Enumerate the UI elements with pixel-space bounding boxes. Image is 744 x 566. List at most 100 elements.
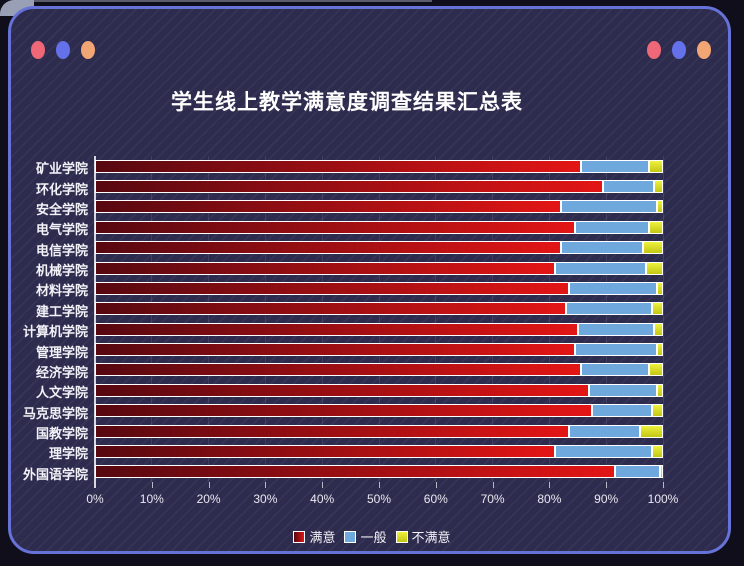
window-dot-0[interactable] bbox=[647, 41, 661, 59]
bar-row bbox=[95, 200, 663, 214]
window-dot-0[interactable] bbox=[31, 41, 45, 59]
bar-segment-satisfied bbox=[95, 281, 570, 295]
bar-segment-dissatisfied bbox=[660, 465, 663, 479]
bar-segment-dissatisfied bbox=[643, 241, 663, 255]
app-window bbox=[8, 6, 731, 554]
bar-segment-neutral bbox=[566, 302, 652, 316]
bar-row bbox=[95, 383, 663, 397]
category-label: 电气学院 bbox=[35, 222, 88, 238]
grid-line bbox=[492, 156, 494, 482]
legend-label: 不满意 bbox=[411, 530, 451, 545]
legend-swatch-satisfied bbox=[293, 530, 306, 543]
bar-segment-neutral bbox=[580, 363, 649, 377]
bar-row bbox=[95, 465, 663, 479]
grid-line bbox=[321, 156, 323, 482]
y-axis-line bbox=[94, 156, 96, 488]
category-label: 计算机学院 bbox=[22, 324, 88, 340]
x-tick-label: 80% bbox=[537, 492, 562, 506]
category-label: 电信学院 bbox=[35, 242, 88, 258]
bar-segment-dissatisfied bbox=[648, 220, 663, 234]
category-label: 材料学院 bbox=[35, 283, 88, 299]
bar-row bbox=[95, 363, 663, 377]
x-axis-tick bbox=[549, 482, 551, 488]
x-tick-label: 40% bbox=[310, 492, 335, 506]
window-dot-1[interactable] bbox=[672, 41, 686, 59]
bar-segment-dissatisfied bbox=[645, 261, 663, 275]
category-label: 环化学院 bbox=[35, 181, 88, 197]
bar-row bbox=[95, 261, 663, 275]
x-tick-label: 50% bbox=[366, 492, 392, 506]
legend-swatch-dissatisfied bbox=[395, 530, 408, 543]
bar-segment-dissatisfied bbox=[657, 200, 663, 214]
window-dot-2[interactable] bbox=[81, 41, 95, 59]
grid-line bbox=[264, 156, 266, 482]
chart-legend: 满意 一般 不满意 bbox=[0, 527, 744, 546]
x-tick-label: 100% bbox=[647, 492, 679, 506]
chart-title: 学生线上教学满意度调查结果汇总表 bbox=[171, 91, 523, 114]
bar-segment-dissatisfied bbox=[654, 322, 663, 336]
x-tick-label: 70% bbox=[480, 492, 505, 506]
category-label: 机械学院 bbox=[35, 263, 88, 279]
grid-line bbox=[435, 156, 437, 482]
bar-segment-neutral bbox=[574, 343, 658, 357]
bar-segment-neutral bbox=[569, 424, 641, 438]
bar-segment-neutral bbox=[603, 180, 655, 194]
bar-segment-dissatisfied bbox=[657, 281, 663, 295]
legend-swatch-neutral bbox=[344, 530, 357, 543]
bar-segment-satisfied bbox=[95, 220, 575, 234]
legend-label: 一般 bbox=[360, 530, 387, 545]
bar-segment-neutral bbox=[577, 322, 655, 336]
bar-segment-satisfied bbox=[95, 200, 561, 214]
x-tick-label: 20% bbox=[196, 492, 221, 506]
bar-row bbox=[95, 444, 663, 458]
grid-line bbox=[151, 156, 153, 482]
bar-row bbox=[95, 159, 663, 173]
legend-item-dissatisfied: 不满意 bbox=[395, 527, 451, 546]
bar-segment-satisfied bbox=[95, 465, 615, 479]
category-label: 矿业学院 bbox=[35, 161, 88, 177]
bar-row bbox=[95, 180, 663, 194]
x-tick-label: 0% bbox=[86, 492, 104, 506]
bar-segment-dissatisfied bbox=[640, 424, 663, 438]
bar-segment-satisfied bbox=[95, 180, 604, 194]
category-label: 国教学院 bbox=[35, 426, 88, 442]
window-dot-1[interactable] bbox=[56, 41, 70, 59]
bar-segment-satisfied bbox=[95, 159, 581, 173]
x-axis-tick bbox=[435, 482, 437, 488]
bar-segment-neutral bbox=[555, 444, 652, 458]
grid-line bbox=[605, 156, 607, 482]
legend-item-satisfied: 满意 bbox=[293, 527, 335, 546]
bar-segment-satisfied bbox=[95, 363, 581, 377]
x-axis-tick bbox=[208, 482, 210, 488]
bar-row bbox=[95, 220, 663, 234]
bar-segment-satisfied bbox=[95, 261, 556, 275]
bar-segment-dissatisfied bbox=[648, 159, 663, 173]
bar-segment-satisfied bbox=[95, 322, 578, 336]
bar-segment-neutral bbox=[555, 261, 646, 275]
x-axis-tick bbox=[322, 482, 324, 488]
bar-segment-neutral bbox=[560, 200, 658, 214]
x-axis-tick bbox=[151, 482, 153, 488]
legend-label: 满意 bbox=[309, 530, 336, 545]
category-label: 理学院 bbox=[48, 446, 88, 462]
bar-segment-satisfied bbox=[95, 383, 590, 397]
category-label: 经济学院 bbox=[35, 364, 88, 380]
bar-segment-neutral bbox=[574, 220, 649, 234]
category-label: 马克思学院 bbox=[22, 405, 88, 421]
legend-item-neutral: 一般 bbox=[344, 527, 387, 546]
bar-row bbox=[95, 343, 663, 357]
bar-row bbox=[95, 424, 663, 438]
bar-segment-dissatisfied bbox=[651, 444, 663, 458]
bar-row bbox=[95, 302, 663, 316]
window-dot-2[interactable] bbox=[697, 41, 711, 59]
category-label: 外国语学院 bbox=[22, 466, 88, 482]
x-axis-tick bbox=[265, 482, 267, 488]
grid-line bbox=[378, 156, 380, 482]
x-axis-tick bbox=[379, 482, 380, 488]
x-axis-tick bbox=[492, 482, 494, 488]
grid-line bbox=[208, 156, 210, 482]
window-dots-left bbox=[31, 41, 95, 59]
bar-segment-dissatisfied bbox=[651, 302, 663, 316]
x-axis-tick bbox=[606, 482, 608, 488]
x-tick-label: 10% bbox=[139, 492, 164, 506]
